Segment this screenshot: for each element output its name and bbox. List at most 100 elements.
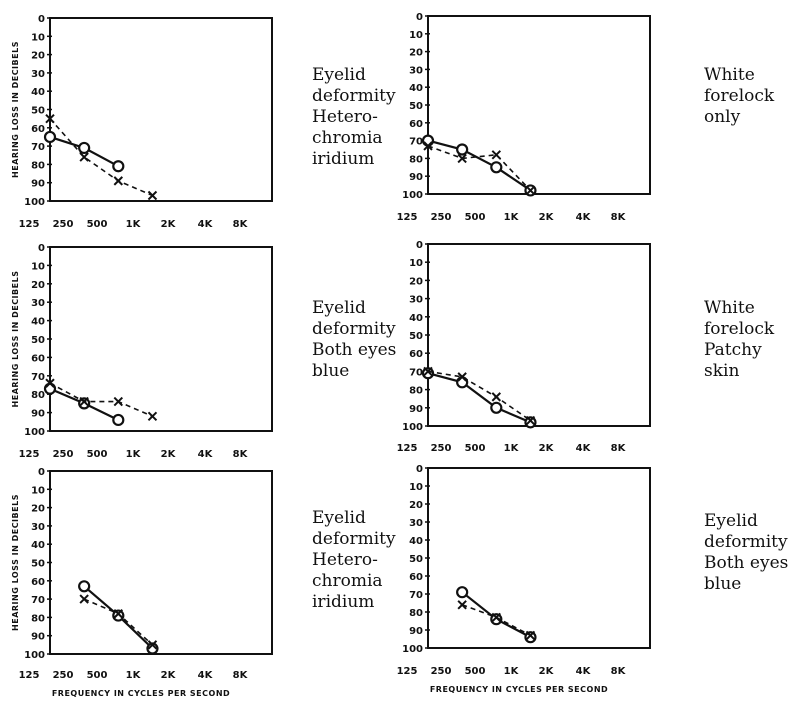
y-tick-label: 0 xyxy=(38,243,45,254)
y-tick-label: 100 xyxy=(24,197,45,208)
y-tick-label: 90 xyxy=(409,404,423,415)
x-tick-label: 2K xyxy=(161,670,177,681)
data-point-circle xyxy=(78,397,91,410)
x-tick-label: 125 xyxy=(19,219,40,230)
audiogram-panel-6: 0 10 20 30 40 50 60 70 80 90 100 125 250 500 1K 2K 4K 8KF… xyxy=(397,464,789,694)
x-tick-label: 8K xyxy=(233,449,249,460)
panel-caption-line: White xyxy=(704,298,755,318)
data-point-circle xyxy=(78,141,91,155)
x-tick-label: 125 xyxy=(397,212,418,223)
x-tick-label: 250 xyxy=(53,449,74,460)
x-tick-label: 250 xyxy=(431,212,452,223)
y-tick-label: 40 xyxy=(31,87,45,98)
y-tick-label: 20 xyxy=(409,48,423,59)
x-tick-label: 125 xyxy=(397,666,418,677)
data-point-cross xyxy=(79,152,89,162)
x-tick-label: 8K xyxy=(611,666,627,677)
series-line-cross xyxy=(49,382,153,418)
y-tick-label: 50 xyxy=(31,106,45,117)
x-tick-label: 1K xyxy=(504,443,520,454)
y-tick-label: 10 xyxy=(31,485,45,496)
panel-caption-line: Eyelid xyxy=(312,65,366,85)
data-point-circle xyxy=(490,161,503,174)
y-tick-label: 80 xyxy=(409,386,423,397)
y-tick-label: 100 xyxy=(24,650,45,661)
y-tick-label: 70 xyxy=(31,595,45,606)
x-tick-label: 2K xyxy=(539,212,555,223)
panel-caption-line: forelock xyxy=(704,86,775,106)
x-tick-label: 250 xyxy=(431,443,452,454)
y-tick-label: 0 xyxy=(416,12,423,23)
y-tick-label: 10 xyxy=(409,30,423,41)
data-point-cross xyxy=(491,612,502,623)
y-axis-label: HEARING LOSS IN DECIBELS xyxy=(11,41,20,178)
data-point-cross xyxy=(457,153,467,164)
panel-caption-line: skin xyxy=(704,361,739,381)
y-tick-label: 80 xyxy=(409,608,423,619)
y-tick-label: 20 xyxy=(31,280,45,291)
x-tick-label: 1K xyxy=(126,670,142,681)
y-tick-label: 60 xyxy=(31,124,45,135)
audiogram-panel-2: 0 10 20 30 40 50 60 70 80 90 100 125 250 500 1K 2K 4K 8K W… xyxy=(397,12,775,223)
data-point-cross xyxy=(147,190,158,201)
panel-caption-line: blue xyxy=(312,361,349,381)
y-tick-label: 50 xyxy=(31,335,45,346)
y-tick-label: 40 xyxy=(409,536,423,547)
x-tick-label: 250 xyxy=(53,219,74,230)
x-tick-label: 500 xyxy=(87,219,108,230)
data-point-cross xyxy=(525,415,536,426)
y-tick-label: 90 xyxy=(31,179,45,190)
x-tick-label: 8K xyxy=(611,212,627,223)
data-point-circle xyxy=(112,413,125,427)
data-point-circle xyxy=(456,143,469,156)
series-line-cross xyxy=(427,370,531,422)
series-line-cross xyxy=(49,118,153,197)
x-tick-label: 2K xyxy=(539,666,555,677)
y-tick-label: 80 xyxy=(31,160,45,171)
x-tick-label: 125 xyxy=(19,449,40,460)
data-point-cross xyxy=(457,372,467,382)
y-tick-label: 60 xyxy=(409,349,423,360)
y-tick-label: 30 xyxy=(409,65,423,76)
data-point-circle xyxy=(524,631,537,644)
x-tick-label: 4K xyxy=(576,666,592,677)
panel-caption-line: Patchy xyxy=(704,340,762,360)
data-point-circle xyxy=(524,416,537,429)
x-tick-label: 250 xyxy=(431,666,452,677)
panel-caption-line: White xyxy=(704,65,755,85)
data-point-cross xyxy=(525,630,536,641)
y-tick-label: 90 xyxy=(31,632,45,643)
data-point-cross xyxy=(113,176,124,186)
data-point-circle xyxy=(112,160,125,173)
x-tick-label: 2K xyxy=(539,443,555,454)
x-tick-label: 4K xyxy=(198,449,214,460)
panel-caption-line: Both eyes xyxy=(704,553,788,573)
x-tick-label: 2K xyxy=(161,449,177,460)
panel-caption-line: deformity xyxy=(312,319,396,339)
x-tick-label: 8K xyxy=(611,443,627,454)
y-tick-label: 10 xyxy=(31,261,45,272)
panel-caption-line: Both eyes xyxy=(312,340,396,360)
audiogram-panel-5: 0 10 20 30 40 50 60 70 80 90 100 125 250 500 1K 2K 4K 8K H… xyxy=(11,467,396,698)
y-tick-label: 50 xyxy=(31,559,45,570)
data-point-circle xyxy=(112,609,125,622)
y-axis-label: HEARING LOSS IN DECIBELS xyxy=(11,494,20,631)
data-point-circle xyxy=(490,401,503,414)
y-tick-label: 70 xyxy=(31,142,45,153)
x-tick-label: 500 xyxy=(465,212,486,223)
y-tick-label: 40 xyxy=(409,313,423,324)
x-tick-label: 250 xyxy=(53,670,74,681)
data-point-cross xyxy=(147,640,158,650)
y-tick-label: 10 xyxy=(31,32,45,43)
y-tick-label: 30 xyxy=(31,522,45,533)
plot-frame xyxy=(427,467,651,649)
x-tick-label: 8K xyxy=(233,670,249,681)
y-tick-label: 30 xyxy=(31,69,45,80)
y-tick-label: 20 xyxy=(31,51,45,62)
x-tick-label: 500 xyxy=(87,449,108,460)
y-tick-label: 20 xyxy=(409,500,423,511)
data-point-circle xyxy=(43,130,57,144)
audiogram-panel-3: 0 10 20 30 40 50 60 70 80 90 100 125 250 500 1K 2K 4K 8K H… xyxy=(11,243,396,460)
y-tick-label: 20 xyxy=(409,276,423,287)
panel-caption-line: deformity xyxy=(312,86,396,106)
